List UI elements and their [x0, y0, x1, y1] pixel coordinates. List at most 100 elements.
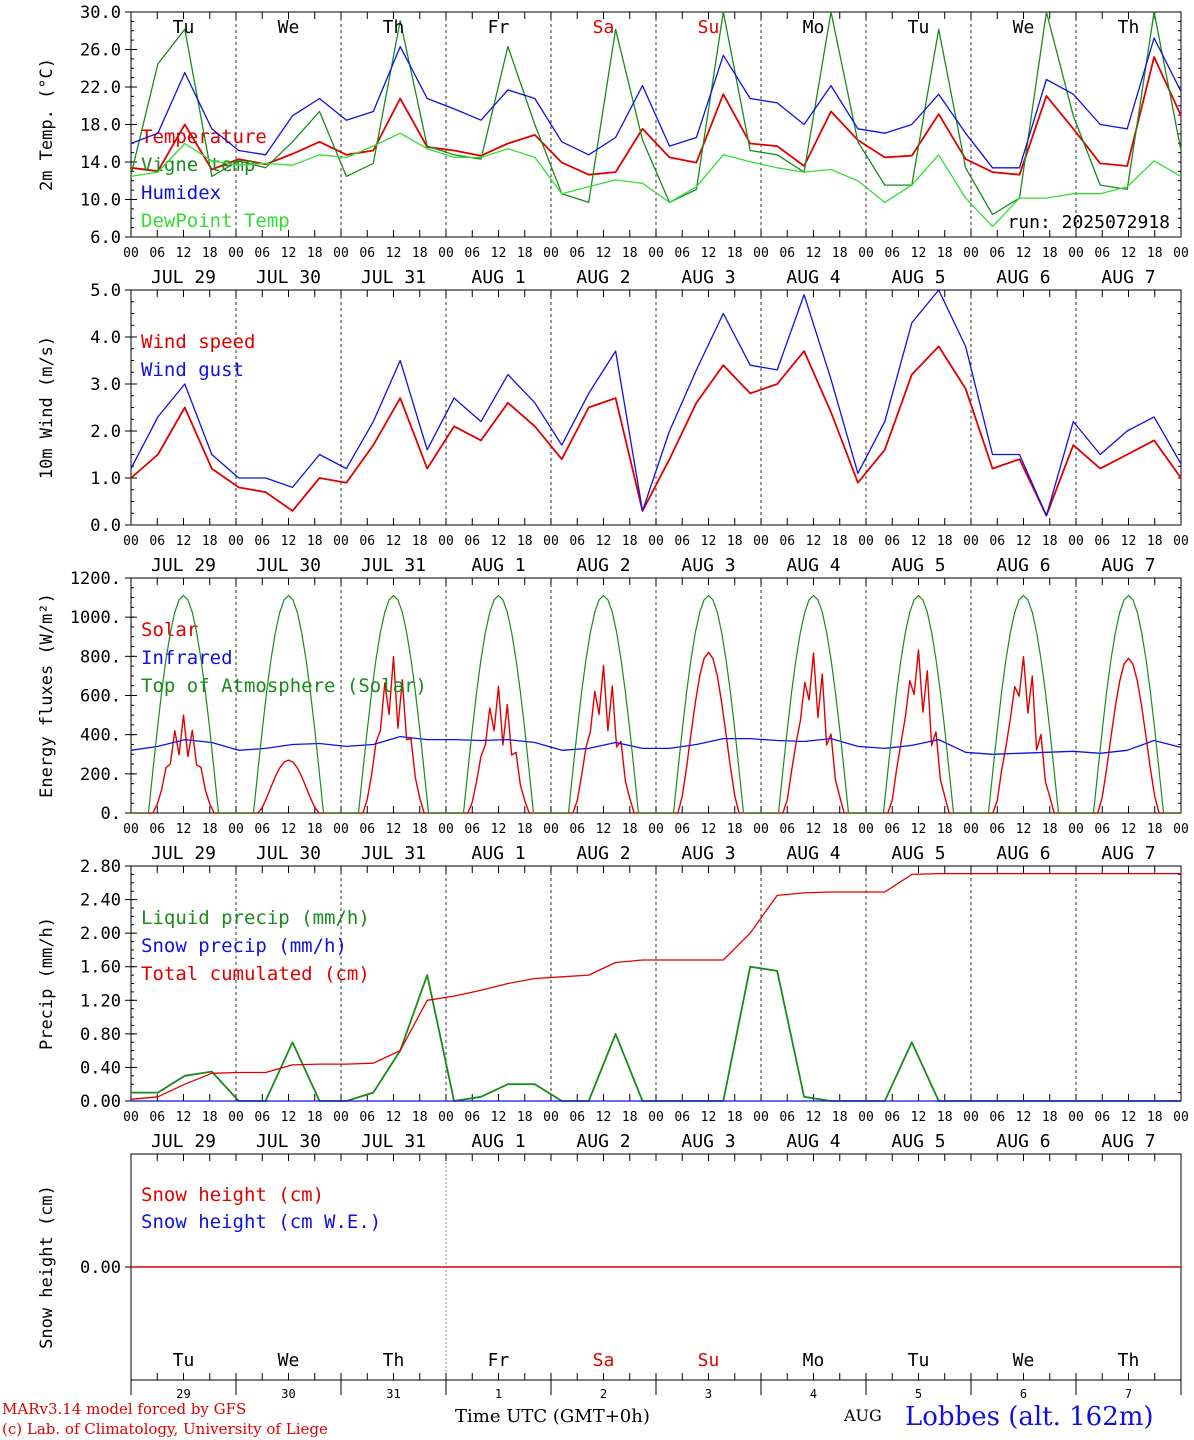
date-label: JUL 30 [256, 843, 321, 864]
hour-tick-label: 06 [989, 246, 1005, 261]
hour-tick-label: 06 [884, 1110, 900, 1125]
y-tick-label: 0. [101, 804, 121, 824]
weekday-label: We [278, 17, 300, 38]
series-vigne-temp [130, 11, 1182, 216]
hour-tick-label: 00 [753, 246, 769, 261]
hour-tick-label: 12 [386, 246, 402, 261]
hour-tick-label: 18 [307, 246, 323, 261]
hour-tick-label: 18 [1147, 822, 1163, 837]
hour-tick-label: 18 [937, 1110, 953, 1125]
hour-tick-label: 12 [911, 1110, 927, 1125]
hour-tick-label: 12 [1016, 246, 1032, 261]
y-tick-label: 5.0 [90, 281, 121, 301]
hour-tick-label: 06 [254, 822, 270, 837]
hour-tick-label: 00 [1173, 534, 1189, 549]
hour-tick-label: 00 [963, 822, 979, 837]
hour-tick-label: 12 [1121, 534, 1137, 549]
hour-tick-label: 18 [1042, 1110, 1058, 1125]
hour-tick-label: 12 [281, 246, 297, 261]
hour-tick-label: 00 [438, 246, 454, 261]
series-wind-gust [130, 289, 1182, 517]
hour-tick-label: 06 [359, 822, 375, 837]
hour-tick-label: 00 [963, 246, 979, 261]
day-number-label: 3 [705, 1387, 712, 1401]
date-label: AUG 6 [996, 843, 1050, 864]
weekday-label-bottom: Th [383, 1350, 405, 1371]
hour-tick-label: 00 [123, 822, 139, 837]
hour-tick-label: 00 [438, 534, 454, 549]
hour-tick-label: 00 [228, 822, 244, 837]
y-axis-label: Snow height (cm) [37, 1185, 57, 1349]
hour-tick-label: 06 [884, 246, 900, 261]
hour-tick-label: 18 [1042, 534, 1058, 549]
hour-tick-label: 06 [149, 534, 165, 549]
weekday-label-bottom: We [1013, 1350, 1035, 1371]
hour-tick-label: 12 [806, 1110, 822, 1125]
date-label: AUG 3 [681, 843, 735, 864]
hour-tick-label: 12 [596, 822, 612, 837]
hour-tick-label: 12 [596, 1110, 612, 1125]
hour-tick-label: 12 [281, 534, 297, 549]
date-label: AUG 2 [576, 555, 630, 576]
weekday-label-bottom: Fr [488, 1350, 510, 1371]
hour-tick-label: 18 [307, 822, 323, 837]
hour-tick-label: 00 [123, 534, 139, 549]
station-label: Lobbes (alt. 162m) [905, 1402, 1154, 1432]
hour-tick-label: 18 [202, 534, 218, 549]
legend-series-snow-precip-mm-h: Snow precip (mm/h) [141, 935, 347, 957]
weekday-label: Tu [908, 17, 930, 38]
weekday-label: We [1013, 17, 1035, 38]
hour-tick-label: 06 [1094, 822, 1110, 837]
date-label: AUG 1 [471, 555, 525, 576]
hour-tick-label: 12 [911, 246, 927, 261]
date-label: AUG 2 [576, 267, 630, 288]
hour-tick-label: 00 [858, 534, 874, 549]
day-number-label: 2 [600, 1387, 607, 1401]
hour-tick-label: 18 [517, 822, 533, 837]
y-tick-label: 0.0 [90, 516, 121, 536]
y-tick-label: 22.0 [80, 78, 121, 98]
hour-tick-label: 00 [1173, 246, 1189, 261]
hour-tick-label: 06 [254, 1110, 270, 1125]
hour-tick-label: 12 [701, 822, 717, 837]
date-label: AUG 6 [996, 1131, 1050, 1152]
hour-tick-label: 06 [779, 246, 795, 261]
hour-tick-label: 00 [438, 1110, 454, 1125]
y-tick-label: 1.0 [90, 469, 121, 489]
legend-series-wind-speed: Wind speed [141, 331, 255, 353]
hour-tick-label: 12 [806, 822, 822, 837]
y-tick-label: 200. [80, 765, 121, 785]
hour-tick-label: 00 [333, 822, 349, 837]
hour-tick-label: 12 [806, 246, 822, 261]
hour-tick-label: 12 [281, 822, 297, 837]
date-label: AUG 5 [891, 843, 945, 864]
hour-tick-label: 18 [307, 534, 323, 549]
day-number-label: 4 [810, 1387, 817, 1401]
date-label: AUG 4 [786, 843, 840, 864]
hour-tick-label: 18 [727, 1110, 743, 1125]
hour-tick-label: 06 [359, 1110, 375, 1125]
hour-tick-label: 06 [989, 534, 1005, 549]
day-number-label: 6 [1020, 1387, 1027, 1401]
time-axis-label: Time UTC (GMT+0h) [455, 1406, 650, 1427]
hour-tick-label: 00 [543, 246, 559, 261]
date-label: AUG 5 [891, 1131, 945, 1152]
hour-tick-label: 12 [1016, 822, 1032, 837]
hour-tick-label: 12 [176, 534, 192, 549]
date-label: AUG 7 [1101, 843, 1155, 864]
day-number-label: 5 [915, 1387, 922, 1401]
date-label: JUL 29 [151, 555, 216, 576]
hour-tick-label: 12 [386, 1110, 402, 1125]
hour-tick-label: 12 [911, 534, 927, 549]
y-tick-label: 0.80 [80, 1025, 121, 1045]
legend-series-liquid-precip-mm-h: Liquid precip (mm/h) [141, 907, 370, 929]
hour-tick-label: 18 [202, 1110, 218, 1125]
hour-tick-label: 18 [202, 822, 218, 837]
date-label: AUG 7 [1101, 267, 1155, 288]
hour-tick-label: 18 [832, 822, 848, 837]
date-label: AUG 4 [786, 267, 840, 288]
date-label: JUL 29 [151, 843, 216, 864]
date-label: AUG 5 [891, 555, 945, 576]
hour-tick-label: 12 [701, 1110, 717, 1125]
